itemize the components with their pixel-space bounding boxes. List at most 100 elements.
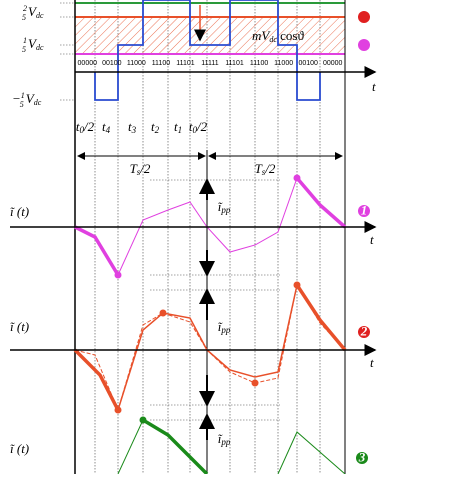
sub: s	[262, 167, 266, 177]
base: t	[174, 119, 178, 134]
time-label: t2	[151, 119, 160, 135]
point	[114, 271, 122, 279]
ripple-label: ĩpp	[218, 199, 231, 215]
state: 11111	[201, 60, 218, 67]
current	[74, 283, 346, 412]
badge	[358, 205, 370, 217]
sym: V	[28, 4, 38, 19]
point	[251, 379, 259, 387]
base: T	[130, 161, 138, 176]
time-label: t0/2	[189, 119, 208, 135]
sub: 2	[155, 125, 160, 135]
sub: pp	[220, 325, 231, 335]
sub: pp	[220, 205, 231, 215]
grid	[60, 0, 346, 474]
base: t	[151, 119, 155, 134]
state: 11100	[250, 60, 269, 67]
badge-number: 2	[360, 323, 368, 338]
sub: 0	[193, 125, 198, 135]
hatch	[75, 17, 345, 54]
current	[277, 431, 346, 475]
sub: dc	[36, 11, 44, 20]
level-label: 2 5 Vdc	[22, 4, 44, 22]
half-period-label: Ts/2	[130, 161, 151, 177]
base: ĩ	[218, 319, 223, 334]
sub: pp	[220, 437, 231, 447]
state: 11000	[274, 60, 293, 67]
num: 1	[23, 36, 27, 45]
post: /2	[139, 161, 151, 176]
current-bold	[142, 418, 209, 476]
current-bold	[295, 284, 347, 352]
y-label: ĩ (t)	[10, 204, 29, 219]
ripple-label: ĩpp	[218, 431, 231, 447]
base: t	[128, 119, 132, 134]
time-label: t4	[102, 119, 111, 135]
state: 00000	[78, 60, 98, 67]
den: 5	[20, 100, 24, 109]
sub: dc	[34, 98, 42, 107]
den: 5	[22, 13, 26, 22]
y-label: ĩ (t)	[10, 441, 29, 456]
state: 11101	[225, 60, 244, 67]
current	[74, 283, 346, 412]
level-label: −1 5 Vdc	[12, 91, 42, 109]
axis-label: t	[370, 355, 374, 370]
base: t	[76, 119, 80, 134]
base: ĩ	[218, 199, 223, 214]
point	[139, 416, 147, 424]
current-bold	[74, 225, 120, 276]
badge	[358, 11, 370, 23]
sub: s	[137, 167, 141, 177]
badge	[356, 452, 368, 464]
den: 5	[22, 45, 26, 54]
current-bold	[295, 176, 347, 229]
state: 00100	[298, 60, 318, 67]
point	[293, 281, 301, 289]
current	[117, 419, 208, 475]
num: 1	[21, 91, 25, 100]
post: /2	[196, 119, 208, 134]
sub: 0	[80, 125, 85, 135]
half-period-label: Ts/2	[255, 161, 276, 177]
sign: −	[12, 91, 21, 106]
point	[114, 406, 122, 414]
base: t	[102, 119, 106, 134]
sub: 4	[106, 125, 111, 135]
state: 11101	[176, 60, 195, 67]
num: 2	[23, 4, 27, 13]
post: /2	[83, 119, 95, 134]
base: T	[255, 161, 263, 176]
axis-label: t	[370, 232, 374, 247]
sub: 1	[178, 125, 183, 135]
post: /2	[264, 161, 276, 176]
base: ĩ	[218, 431, 223, 446]
current-bold	[73, 348, 120, 411]
time-label: t0/2	[76, 119, 95, 135]
badge	[358, 326, 370, 338]
time-label: t1	[174, 119, 182, 135]
sym: V	[28, 36, 38, 51]
level-label: 1 5 Vdc	[22, 36, 44, 54]
point	[159, 309, 167, 317]
state: 00000	[323, 60, 343, 67]
ripple-label: ĩpp	[218, 319, 231, 335]
state: 11000	[127, 60, 146, 67]
labels: 00000 00100 11000 11100 11101 11111 11101 11100…	[10, 60, 374, 465]
axis-label: t	[372, 79, 376, 94]
badge-number: 3	[358, 449, 366, 464]
base: t	[189, 119, 193, 134]
badge-number: 1	[361, 202, 368, 217]
pre: mV	[252, 28, 271, 43]
point	[293, 174, 301, 182]
y-label: ĩ (t)	[10, 319, 29, 334]
state: 00100	[102, 60, 122, 67]
time-label: t3	[128, 119, 137, 135]
sub: 3	[131, 125, 137, 135]
sym: V	[26, 91, 36, 106]
badge	[358, 39, 370, 51]
state: 11100	[152, 60, 171, 67]
post: cosϑ	[277, 28, 305, 43]
sub: dc	[36, 43, 44, 52]
